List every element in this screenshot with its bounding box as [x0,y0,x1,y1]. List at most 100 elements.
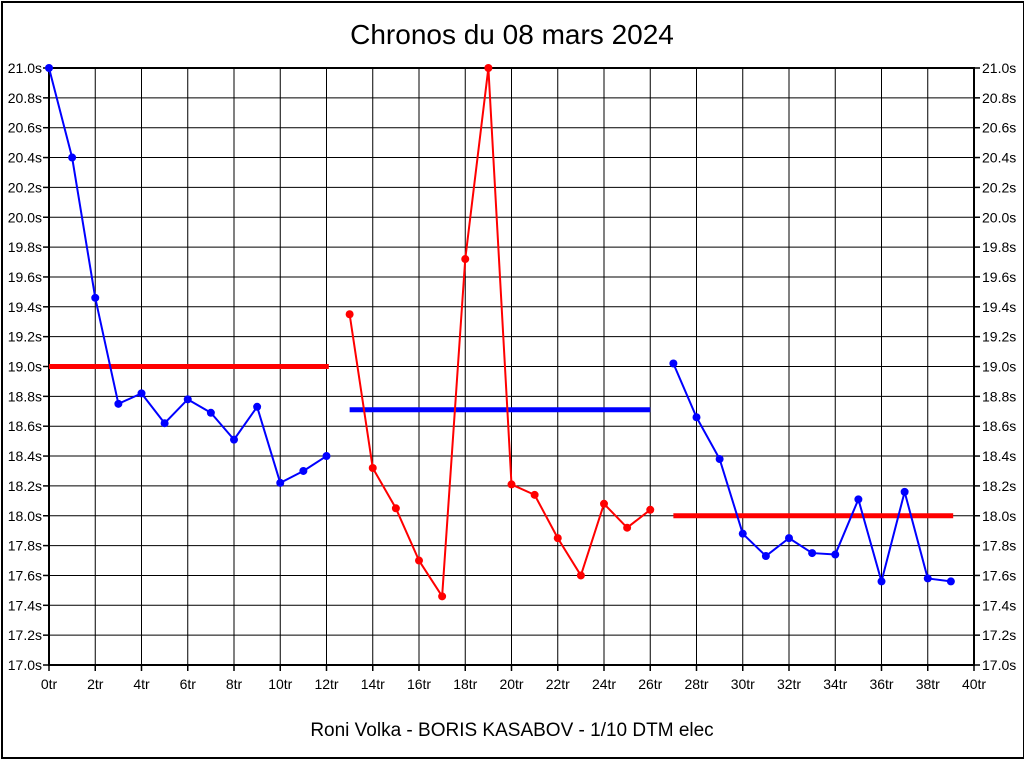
stint-3-blue-data-point [761,552,770,561]
y-axis-label-right: 20.0s [982,209,1016,225]
y-axis-label-right: 20.4s [982,150,1016,166]
stint-3-blue-data-point [808,549,817,558]
stint-3-blue-data-point [946,577,955,586]
stint-2-red-data-point [345,310,354,319]
y-axis-label-right: 17.0s [982,657,1016,673]
x-axis-label: 38tr [916,676,940,692]
y-axis-label-left: 19.6s [8,269,42,285]
stint-3-blue-data-point [738,529,747,538]
stint-2-red-data-point [553,534,562,543]
y-axis-label-left: 18.6s [8,418,42,434]
x-axis-label: 2tr [87,676,104,692]
x-axis-label: 14tr [361,676,385,692]
stint-2-red-data-point [530,490,539,499]
y-axis-label-left: 18.2s [8,478,42,494]
y-axis-label-right: 19.6s [982,269,1016,285]
y-axis-label-left: 17.8s [8,538,42,554]
stint-2-red-data-point [623,523,632,532]
y-axis-label-right: 20.2s [982,179,1016,195]
y-axis-label-left: 17.4s [8,597,42,613]
stint-2-red-data-point [576,571,585,580]
stint-2-red-data-point [438,592,447,601]
y-axis-label-left: 20.4s [8,150,42,166]
y-axis-label-left: 20.0s [8,209,42,225]
y-axis-label-right: 18.0s [982,508,1016,524]
y-axis-label-right: 18.8s [982,388,1016,404]
y-axis-label-left: 17.2s [8,627,42,643]
x-axis-label: 22tr [546,676,570,692]
stint-2-red-data-point [484,64,493,72]
stint-3-blue-data-point [669,359,678,368]
y-axis-label-left: 20.2s [8,179,42,195]
y-axis-label-left: 17.6s [8,567,42,583]
stint-3-blue-data-point [877,577,886,586]
stint-2-red-data-point [391,504,400,513]
chart-caption: Roni Volka - BORIS KASABOV - 1/10 DTM el… [310,720,714,741]
stint-2-red-data-point [461,255,470,264]
stint-3-blue-data-point [923,574,932,583]
stint-1-blue-data-point [183,395,192,404]
y-axis-label-left: 20.6s [8,120,42,136]
y-axis-label-left: 18.4s [8,448,42,464]
x-axis-label: 0tr [41,676,58,692]
stint-1-blue-data-point [45,64,53,72]
y-axis-label-right: 19.2s [982,329,1016,345]
stint-1-blue-data-point [322,452,331,461]
stint-2-red-data-point [368,463,377,472]
y-axis-label-left: 20.8s [8,90,42,106]
y-axis-label-right: 17.2s [982,627,1016,643]
x-axis-label: 28tr [684,676,708,692]
stint-3-blue-data-point [715,455,724,464]
stint-2-red-data-point [600,499,608,508]
y-axis-label-right: 17.4s [982,597,1016,613]
y-axis-label-left: 19.4s [8,299,42,315]
x-axis-label: 20tr [499,676,523,692]
y-axis-label-right: 21.0s [982,60,1016,76]
chart-title: Chronos du 08 mars 2024 [350,19,674,50]
stint-1-blue-data-point [68,153,77,162]
stint-3-blue-data-point [900,487,909,496]
stint-1-blue-data-point [160,419,169,428]
x-axis-label: 4tr [133,676,150,692]
x-axis-label: 26tr [638,676,662,692]
y-axis-label-left: 19.0s [8,359,42,375]
y-axis-label-left: 17.0s [8,657,42,673]
stint-1-blue-data-point [114,399,123,408]
x-axis-label: 8tr [226,676,243,692]
y-axis-label-left: 19.8s [8,239,42,255]
y-axis-label-left: 18.0s [8,508,42,524]
stint-1-blue-data-point [137,389,146,398]
stint-1-blue-data-point [253,402,262,411]
x-axis-label: 40tr [962,676,986,692]
stint-2-red-data-point [646,505,655,514]
x-axis-label: 16tr [407,676,431,692]
x-axis-label: 30tr [731,676,755,692]
stint-1-blue-data-point [206,408,215,417]
y-axis-label-left: 18.8s [8,388,42,404]
stint-3-blue-data-point [785,534,793,543]
x-axis-label: 24tr [592,676,616,692]
y-axis-label-right: 19.8s [982,239,1016,255]
stint-1-blue-data-point [299,466,308,475]
y-axis-label-right: 17.8s [982,538,1016,554]
y-axis-label-right: 18.2s [982,478,1016,494]
x-axis-label: 34tr [823,676,847,692]
y-axis-label-right: 20.8s [982,90,1016,106]
y-axis-label-right: 18.6s [982,418,1016,434]
x-axis-label: 10tr [268,676,292,692]
y-axis-label-left: 21.0s [8,60,42,76]
x-axis-label: 12tr [314,676,338,692]
stint-3-blue-data-point [831,550,840,559]
y-axis-label-right: 18.4s [982,448,1016,464]
stint-2-red-line [348,67,651,598]
stint-1-blue-data-point [276,478,285,487]
stint-3-blue-data-point [692,413,701,422]
y-axis-label-right: 19.4s [982,299,1016,315]
x-axis-label: 32tr [777,676,801,692]
stint-1-blue-data-point [91,293,100,302]
x-axis-label: 18tr [453,676,477,692]
stint-1-blue-data-point [230,435,238,444]
stint-2-red-data-point [415,556,423,565]
x-axis-label: 6tr [180,676,197,692]
